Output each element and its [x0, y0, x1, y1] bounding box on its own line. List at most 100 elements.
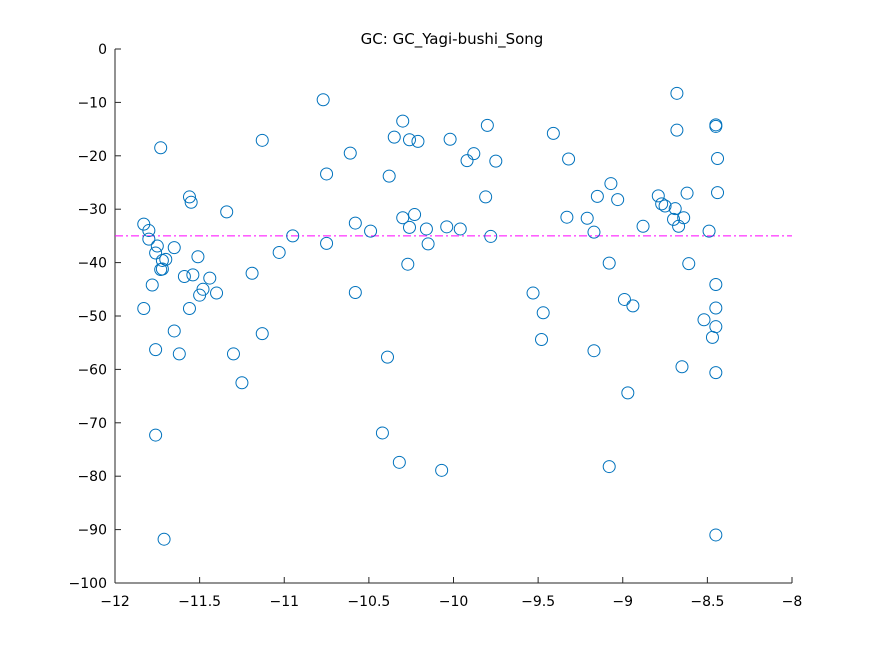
data-point — [220, 205, 234, 219]
data-point — [711, 151, 725, 165]
data-point — [149, 246, 163, 260]
data-point — [255, 327, 269, 341]
data-point — [670, 123, 684, 137]
data-point — [636, 219, 650, 233]
x-axis-ticks: −12 −11.5 −11 −10.5 −10 −9.5 −9 −8.5 −8 — [100, 577, 802, 610]
data-point — [680, 186, 694, 200]
data-point — [145, 278, 159, 292]
data-point — [535, 332, 549, 346]
data-point — [286, 229, 300, 243]
data-points — [137, 86, 725, 546]
data-point — [396, 211, 410, 225]
data-point — [380, 350, 394, 364]
data-point — [626, 299, 640, 313]
data-point — [149, 428, 163, 442]
data-point — [602, 460, 616, 474]
x-tick-label: −12 — [100, 594, 130, 610]
chart-title: GC: GC_Yagi-bushi_Song — [361, 30, 544, 49]
data-point — [546, 126, 560, 140]
data-point — [682, 257, 696, 271]
data-point — [348, 216, 362, 230]
x-tick-label: −10 — [439, 594, 469, 610]
data-point — [590, 189, 604, 203]
data-point — [320, 236, 334, 250]
data-point — [453, 222, 467, 236]
data-point — [196, 282, 210, 296]
data-point — [668, 202, 682, 216]
data-point — [711, 186, 725, 200]
data-point — [320, 167, 334, 181]
data-point — [184, 195, 198, 209]
data-point — [210, 286, 224, 300]
y-tick-label: −80 — [77, 469, 107, 485]
data-point — [364, 224, 378, 238]
data-point — [167, 241, 181, 255]
y-tick-label: 0 — [98, 42, 107, 58]
data-point — [709, 277, 723, 291]
data-point — [709, 119, 723, 133]
x-tick-label: −11 — [269, 594, 299, 610]
data-point — [157, 532, 171, 546]
data-point — [272, 245, 286, 259]
x-tick-label: −9.5 — [521, 594, 555, 610]
data-point — [467, 147, 481, 161]
data-point — [182, 302, 196, 316]
data-point — [443, 132, 457, 146]
y-tick-label: −70 — [77, 416, 107, 432]
data-point — [396, 114, 410, 128]
data-point — [203, 271, 217, 285]
data-point — [602, 256, 616, 270]
data-point — [159, 252, 173, 266]
data-point — [560, 210, 574, 224]
data-point — [675, 360, 689, 374]
data-point — [658, 199, 672, 213]
data-point — [235, 376, 249, 390]
data-point — [186, 268, 200, 282]
data-point — [402, 220, 416, 234]
data-point — [526, 286, 540, 300]
data-point — [408, 208, 422, 222]
data-point — [387, 130, 401, 144]
data-point — [149, 343, 163, 357]
y-tick-label: −30 — [77, 202, 107, 218]
data-point — [167, 324, 181, 338]
data-point — [460, 154, 474, 168]
y-tick-label: −40 — [77, 256, 107, 272]
x-tick-label: −8 — [782, 594, 803, 610]
data-point — [697, 313, 711, 327]
data-point — [709, 366, 723, 380]
y-tick-label: −50 — [77, 309, 107, 325]
data-point — [562, 152, 576, 166]
data-point — [667, 212, 681, 226]
y-tick-label: −10 — [77, 95, 107, 111]
data-point — [709, 301, 723, 315]
data-point — [154, 141, 168, 155]
y-tick-label: −20 — [77, 149, 107, 165]
data-point — [137, 302, 151, 316]
x-tick-label: −9 — [612, 594, 633, 610]
data-point — [142, 232, 156, 246]
data-point — [392, 455, 406, 469]
data-point — [651, 189, 665, 203]
data-point — [702, 224, 716, 238]
data-point — [419, 222, 433, 236]
data-point — [587, 225, 601, 239]
data-point — [375, 426, 389, 440]
data-point — [489, 154, 503, 168]
data-point — [617, 292, 631, 306]
x-tick-label: −11.5 — [178, 594, 221, 610]
data-point — [255, 133, 269, 147]
data-point — [604, 177, 618, 191]
data-point — [343, 146, 357, 160]
data-point — [142, 224, 156, 238]
y-tick-label: −90 — [77, 523, 107, 539]
data-point — [411, 134, 425, 148]
data-point — [580, 211, 594, 225]
data-point — [670, 86, 684, 100]
data-point — [191, 250, 205, 264]
data-point — [172, 347, 186, 361]
data-point — [536, 306, 550, 320]
data-point — [705, 330, 719, 344]
data-point — [655, 197, 669, 211]
